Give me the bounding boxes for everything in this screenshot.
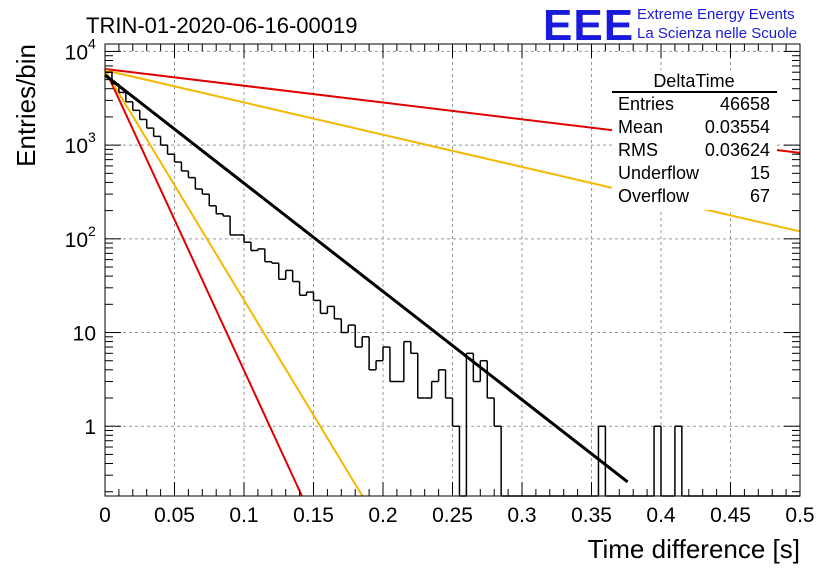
stats-label: Underflow [618,163,700,183]
logo-line-1: Extreme Energy Events [637,6,795,23]
stats-label: Entries [618,94,674,114]
axis-ticks [104,44,801,496]
x-tick-label: 0.15 [293,504,334,527]
stats-box: DeltaTime Entries 46658 Mean 0.03554 RMS 0.03… [612,70,777,210]
run-title: TRIN-01-2020-06-16-00019 [86,13,358,38]
stats-value: 67 [750,186,770,206]
logo-line-2: La Scienza nelle Scuole [637,25,797,42]
stats-value: 0.03554 [705,117,770,137]
x-tick-label: 0.1 [229,504,258,527]
x-tick-label: 0.5 [785,504,814,527]
y-axis-label: Entries/bin [11,44,41,167]
eee-logo: EEE [543,1,634,50]
y-tick-exponent: 2 [88,223,96,239]
stats-label: RMS [618,140,658,160]
x-tick-label: 0.45 [710,504,751,527]
y-tick-label: 1 [84,416,96,439]
y-tick-label: 10 [73,323,96,346]
stats-box-bg [612,70,777,210]
stats-label: Mean [618,117,663,137]
y-tick-label: 10 [65,41,88,64]
y-tick-exponent: 4 [88,35,96,51]
reference-curve-0 [104,68,303,497]
x-tick-label: 0.3 [507,504,536,527]
stats-value: 15 [750,163,770,183]
reference-curve-1 [104,69,364,497]
x-tick-label: 0.05 [154,504,195,527]
stats-label: Overflow [618,186,690,206]
y-tick-exponent: 3 [88,129,96,145]
fit-line [104,73,629,484]
stats-title: DeltaTime [653,71,734,91]
x-tick-label: 0.4 [646,504,676,527]
x-tick-label: 0 [99,504,111,527]
x-tick-label: 0.2 [368,504,397,527]
x-tick-label: 0.35 [571,504,612,527]
x-tick-label: 0.25 [432,504,473,527]
stats-rows: Entries 46658 Mean 0.03554 RMS 0.03624Underfl… [618,94,770,206]
y-tick-label: 10 [65,135,88,158]
x-axis-label: Time difference [s] [588,534,800,564]
grid-lines [105,44,800,496]
stats-value: 46658 [720,94,770,114]
exponential-fit-line [104,73,629,484]
x-tick-labels: 0 0.05 0.1 0.15 0.2 0.25 0.3 0.35 0.4 0.45 0.5 [99,504,814,527]
stats-value: 0.03624 [705,140,770,160]
y-tick-label: 10 [65,229,88,252]
